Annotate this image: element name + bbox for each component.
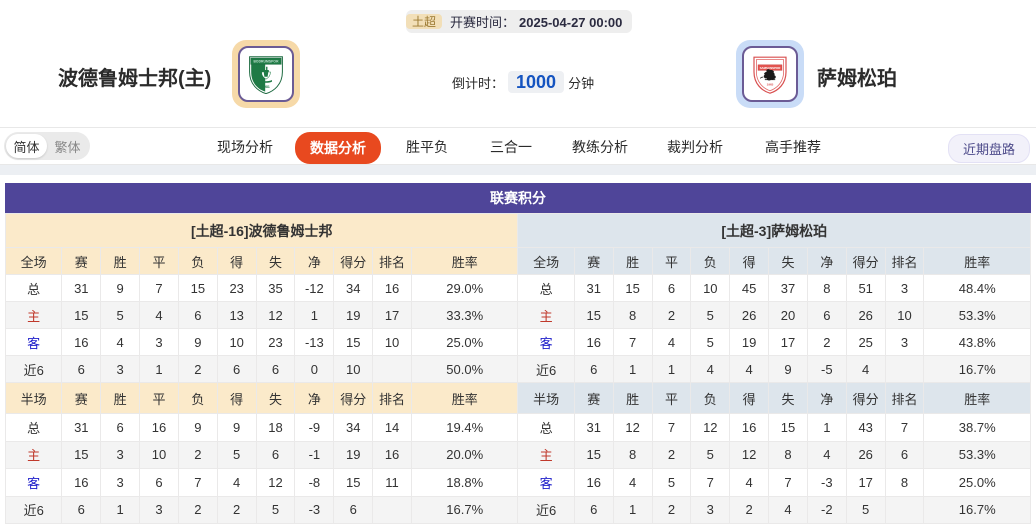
svg-text:1981: 1981 <box>262 85 270 89</box>
svg-text:1965: 1965 <box>767 83 774 87</box>
svg-text:BODRUMSPOR: BODRUMSPOR <box>253 60 279 64</box>
svg-text:SAMSUNSPOR: SAMSUNSPOR <box>760 66 782 70</box>
